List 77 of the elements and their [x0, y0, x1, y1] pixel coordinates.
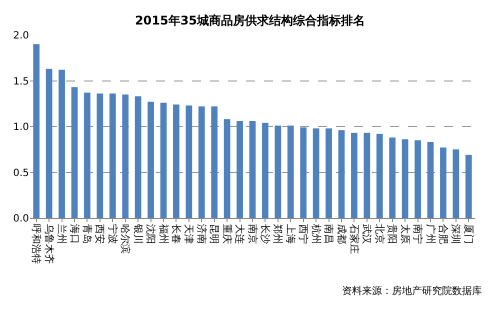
bar: [312, 128, 320, 218]
x-tick-label: 兰州: [56, 224, 68, 244]
bar: [262, 122, 268, 218]
bar: [326, 128, 332, 218]
x-tick-label: 石家庄: [348, 224, 360, 254]
bar: [351, 132, 358, 218]
x-tick-label: 福州: [157, 224, 170, 244]
bar: [224, 119, 230, 218]
x-tick-label: 南京: [246, 224, 258, 244]
y-tick-label: 1.0: [13, 122, 29, 133]
bar: [427, 142, 434, 218]
bar: [160, 102, 167, 218]
bar: [452, 149, 460, 218]
bar: [84, 92, 90, 218]
x-tick-label: 呼和浩特: [30, 224, 42, 264]
x-tick-label: 哈尔滨: [119, 224, 132, 254]
x-tick-label: 沈阳: [144, 224, 157, 244]
bar: [198, 106, 205, 218]
x-tick-label: 深圳: [450, 224, 462, 244]
x-tick-label: 南宁: [412, 224, 424, 244]
x-tick-label: 昆明: [208, 224, 220, 244]
x-tick-label: 大连: [234, 224, 246, 244]
bar: [414, 140, 421, 218]
x-tick-label: 重庆: [220, 224, 233, 244]
bar: [109, 94, 116, 218]
x-tick-label: 北京: [373, 224, 386, 244]
x-tick-label: 郑州: [272, 224, 284, 244]
y-tick-label: 2.0: [13, 30, 29, 42]
y-tick-label: 1.5: [13, 76, 29, 88]
x-tick-label: 乌鲁木齐: [42, 224, 55, 264]
x-tick-label: 厦门: [462, 224, 474, 244]
bar: [236, 121, 243, 218]
bar: [287, 126, 294, 218]
bar: [122, 94, 129, 218]
y-tick-label: 0.5: [13, 168, 29, 179]
x-tick-label: 青岛: [80, 224, 93, 244]
chart-title: 2015年35城商品房供求结构综合指标排名: [134, 13, 366, 28]
bar: [389, 137, 396, 218]
x-tick-label: 银川: [132, 223, 144, 244]
bar: [134, 96, 142, 218]
x-tick-label: 成都: [335, 224, 348, 244]
bar: [364, 132, 370, 218]
bar: [46, 68, 52, 218]
bar: [58, 70, 65, 218]
bar: [96, 94, 104, 218]
x-tick-label: 西宁: [297, 224, 310, 244]
bar: [33, 44, 40, 218]
bar: [71, 87, 78, 218]
x-tick-label: 南昌: [322, 224, 335, 244]
bar: [211, 106, 218, 218]
bar: [338, 130, 345, 218]
bar: [173, 104, 180, 218]
bar: [148, 102, 154, 218]
x-tick-label: 杭州: [310, 223, 322, 244]
x-tick-label: 宁波: [106, 224, 118, 244]
x-tick-label: 贵阳: [386, 224, 398, 244]
bar: [186, 105, 192, 218]
x-tick-label: 西安: [94, 224, 106, 244]
bar: [465, 154, 472, 218]
y-tick-label: 0.0: [13, 214, 29, 224]
x-tick-label: 长沙: [258, 224, 271, 244]
bar: [249, 121, 256, 218]
x-tick-label: 长春: [170, 224, 182, 244]
bar: [440, 148, 446, 218]
bar: [274, 126, 282, 218]
bar: [402, 139, 408, 218]
bar: [300, 127, 307, 218]
x-tick-label: 济南: [195, 224, 208, 244]
x-tick-label: 武汉: [360, 224, 373, 244]
x-tick-label: 太原: [398, 224, 411, 244]
x-tick-label: 天津: [182, 224, 195, 244]
text: 资料来源：房地产研究院数据库: [342, 285, 482, 297]
x-tick-label: 上海: [284, 224, 296, 244]
x-tick-label: 广州: [424, 224, 436, 244]
x-tick-label: 合肥: [436, 224, 449, 244]
bar: [376, 134, 383, 218]
x-tick-label: 海口: [68, 224, 80, 244]
